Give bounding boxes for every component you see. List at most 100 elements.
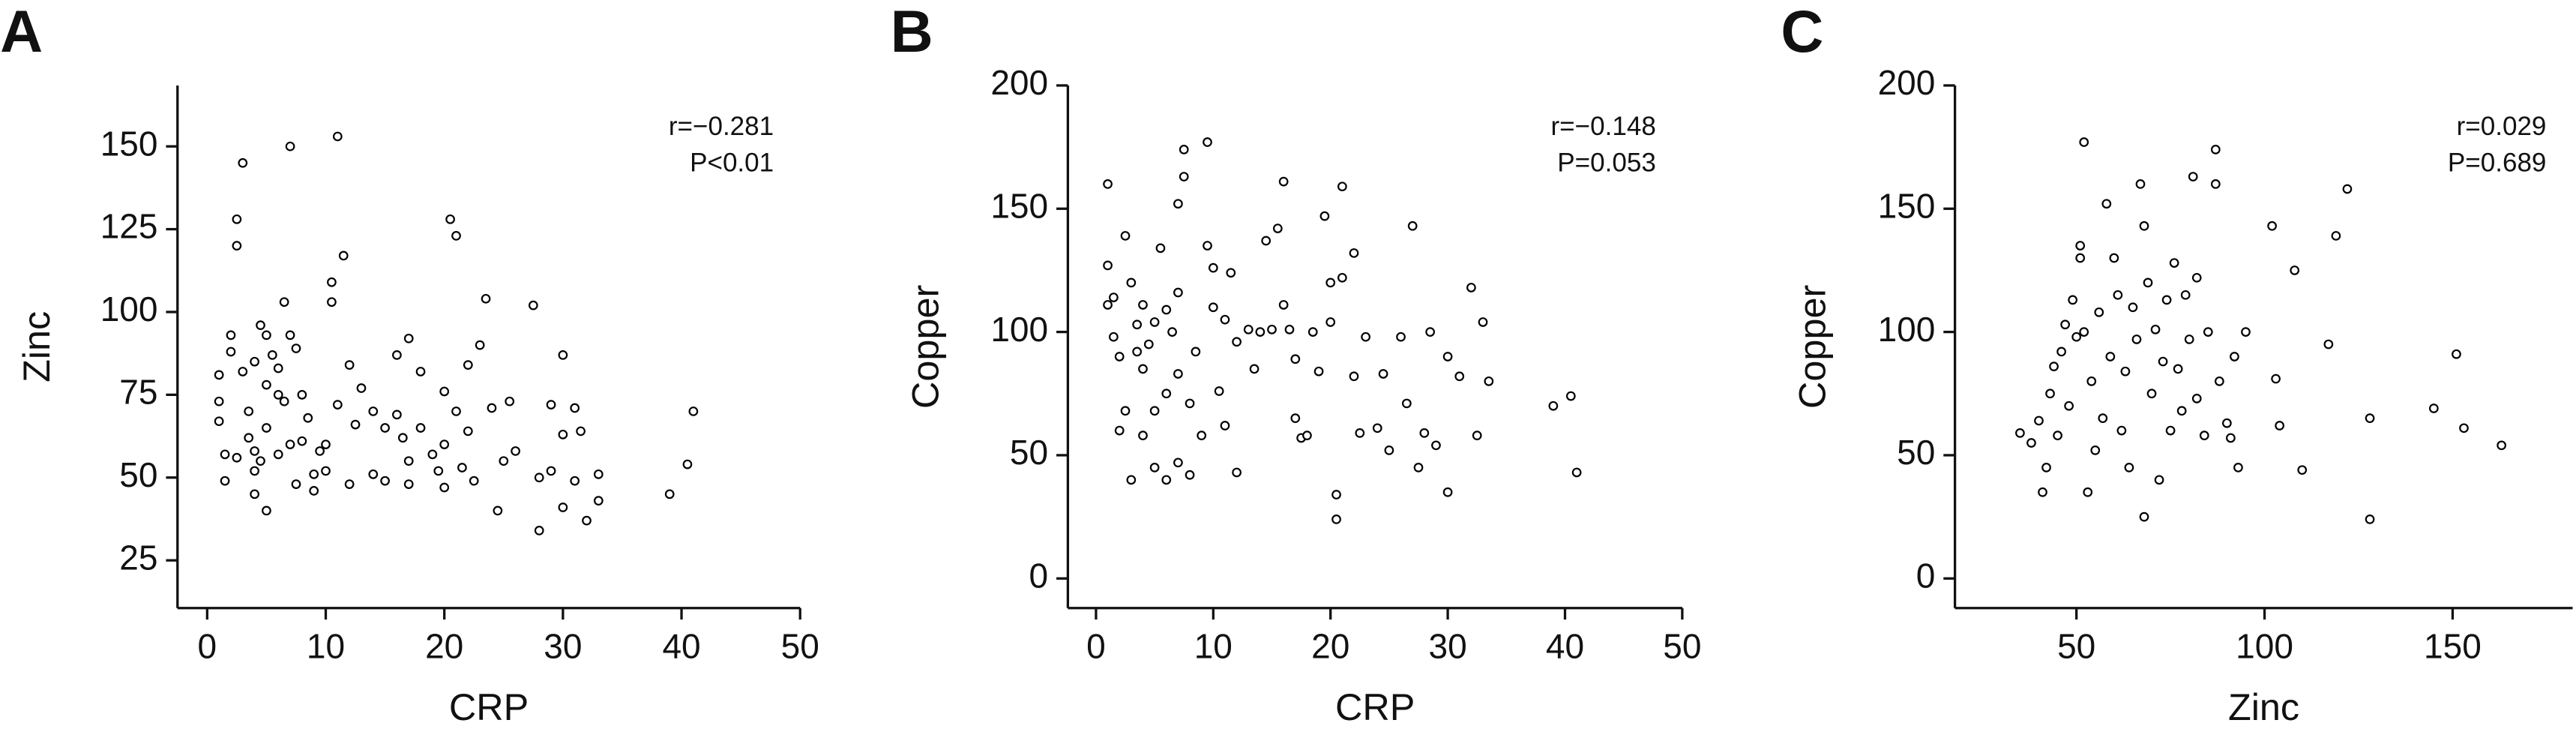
point bbox=[309, 486, 319, 496]
point bbox=[1109, 292, 1119, 302]
point bbox=[2331, 231, 2341, 241]
y-axis-label: Zinc bbox=[15, 311, 58, 382]
point bbox=[1161, 388, 1172, 399]
point bbox=[1319, 211, 1330, 221]
point bbox=[2275, 421, 2284, 430]
point bbox=[2079, 327, 2089, 337]
point bbox=[250, 489, 259, 500]
point bbox=[1214, 386, 1224, 396]
point bbox=[2094, 307, 2104, 317]
y-axis-label: Copper bbox=[1791, 285, 1834, 409]
point bbox=[250, 356, 259, 367]
point bbox=[285, 141, 295, 152]
x-tick-label: 10 bbox=[1194, 627, 1233, 666]
point bbox=[2116, 425, 2127, 436]
point bbox=[2113, 290, 2123, 300]
point bbox=[1565, 391, 1576, 401]
point bbox=[481, 293, 491, 304]
point bbox=[511, 446, 520, 456]
point bbox=[1173, 287, 1183, 298]
y-tick-label: 50 bbox=[119, 455, 157, 494]
point bbox=[1284, 324, 1295, 334]
point bbox=[469, 476, 479, 486]
point bbox=[1161, 304, 1172, 315]
point bbox=[2210, 145, 2221, 154]
point bbox=[1402, 398, 1412, 409]
point bbox=[2075, 241, 2086, 250]
y-tick-label: 100 bbox=[990, 310, 1048, 349]
point bbox=[368, 406, 379, 416]
point bbox=[451, 406, 461, 416]
x-axis-label: CRP bbox=[1335, 686, 1415, 728]
point bbox=[267, 350, 277, 360]
point bbox=[291, 479, 301, 489]
point bbox=[2109, 253, 2119, 263]
y-tick-label: 50 bbox=[1010, 433, 1048, 472]
point bbox=[582, 515, 592, 526]
point bbox=[1103, 260, 1113, 271]
point bbox=[2342, 184, 2353, 194]
point bbox=[1325, 278, 1336, 288]
point bbox=[1173, 199, 1183, 209]
point bbox=[2056, 346, 2066, 357]
point bbox=[262, 380, 271, 390]
point bbox=[2297, 465, 2308, 476]
point bbox=[2459, 423, 2469, 434]
point bbox=[2290, 266, 2300, 275]
point bbox=[1120, 406, 1131, 416]
point bbox=[1267, 324, 1277, 334]
point bbox=[1167, 327, 1177, 337]
y-tick-label: 200 bbox=[990, 63, 1048, 102]
point bbox=[1109, 332, 1119, 342]
point bbox=[2210, 179, 2221, 189]
point bbox=[2233, 463, 2243, 472]
point bbox=[1337, 182, 1347, 192]
point bbox=[2165, 425, 2176, 436]
point bbox=[1261, 236, 1272, 246]
y-tick-label: 150 bbox=[100, 124, 158, 163]
point bbox=[2158, 356, 2168, 367]
point bbox=[1185, 470, 1195, 480]
point bbox=[1307, 327, 1318, 337]
point bbox=[2428, 404, 2439, 413]
point bbox=[2365, 514, 2375, 524]
point bbox=[273, 390, 283, 400]
point bbox=[285, 440, 295, 449]
point bbox=[256, 320, 265, 330]
point bbox=[2173, 364, 2183, 374]
point bbox=[2128, 302, 2138, 313]
point bbox=[380, 423, 390, 433]
point bbox=[1126, 278, 1137, 288]
point bbox=[1478, 317, 1488, 327]
point bbox=[273, 363, 283, 374]
y-tick-label: 25 bbox=[119, 538, 157, 577]
point bbox=[2045, 388, 2055, 399]
annotation: P=0.689 bbox=[2448, 148, 2547, 177]
point bbox=[2146, 388, 2157, 399]
point bbox=[1243, 324, 1254, 334]
point bbox=[2199, 430, 2209, 441]
y-tick-label: 75 bbox=[119, 373, 157, 412]
point bbox=[2452, 349, 2461, 359]
point bbox=[433, 466, 444, 476]
point bbox=[493, 506, 503, 516]
point bbox=[315, 446, 325, 456]
point bbox=[427, 449, 438, 460]
point bbox=[451, 231, 461, 241]
point bbox=[1331, 490, 1341, 500]
point bbox=[1191, 346, 1201, 357]
point bbox=[439, 386, 450, 397]
point bbox=[1103, 300, 1113, 310]
point bbox=[1571, 467, 1582, 478]
point bbox=[463, 360, 473, 370]
point bbox=[403, 456, 414, 466]
point bbox=[1361, 332, 1370, 342]
point bbox=[570, 476, 580, 486]
point bbox=[2222, 418, 2232, 428]
point bbox=[2064, 400, 2074, 411]
point bbox=[332, 400, 343, 410]
point bbox=[1155, 243, 1166, 254]
point bbox=[1220, 314, 1230, 325]
y-tick-label: 200 bbox=[1878, 63, 1936, 102]
